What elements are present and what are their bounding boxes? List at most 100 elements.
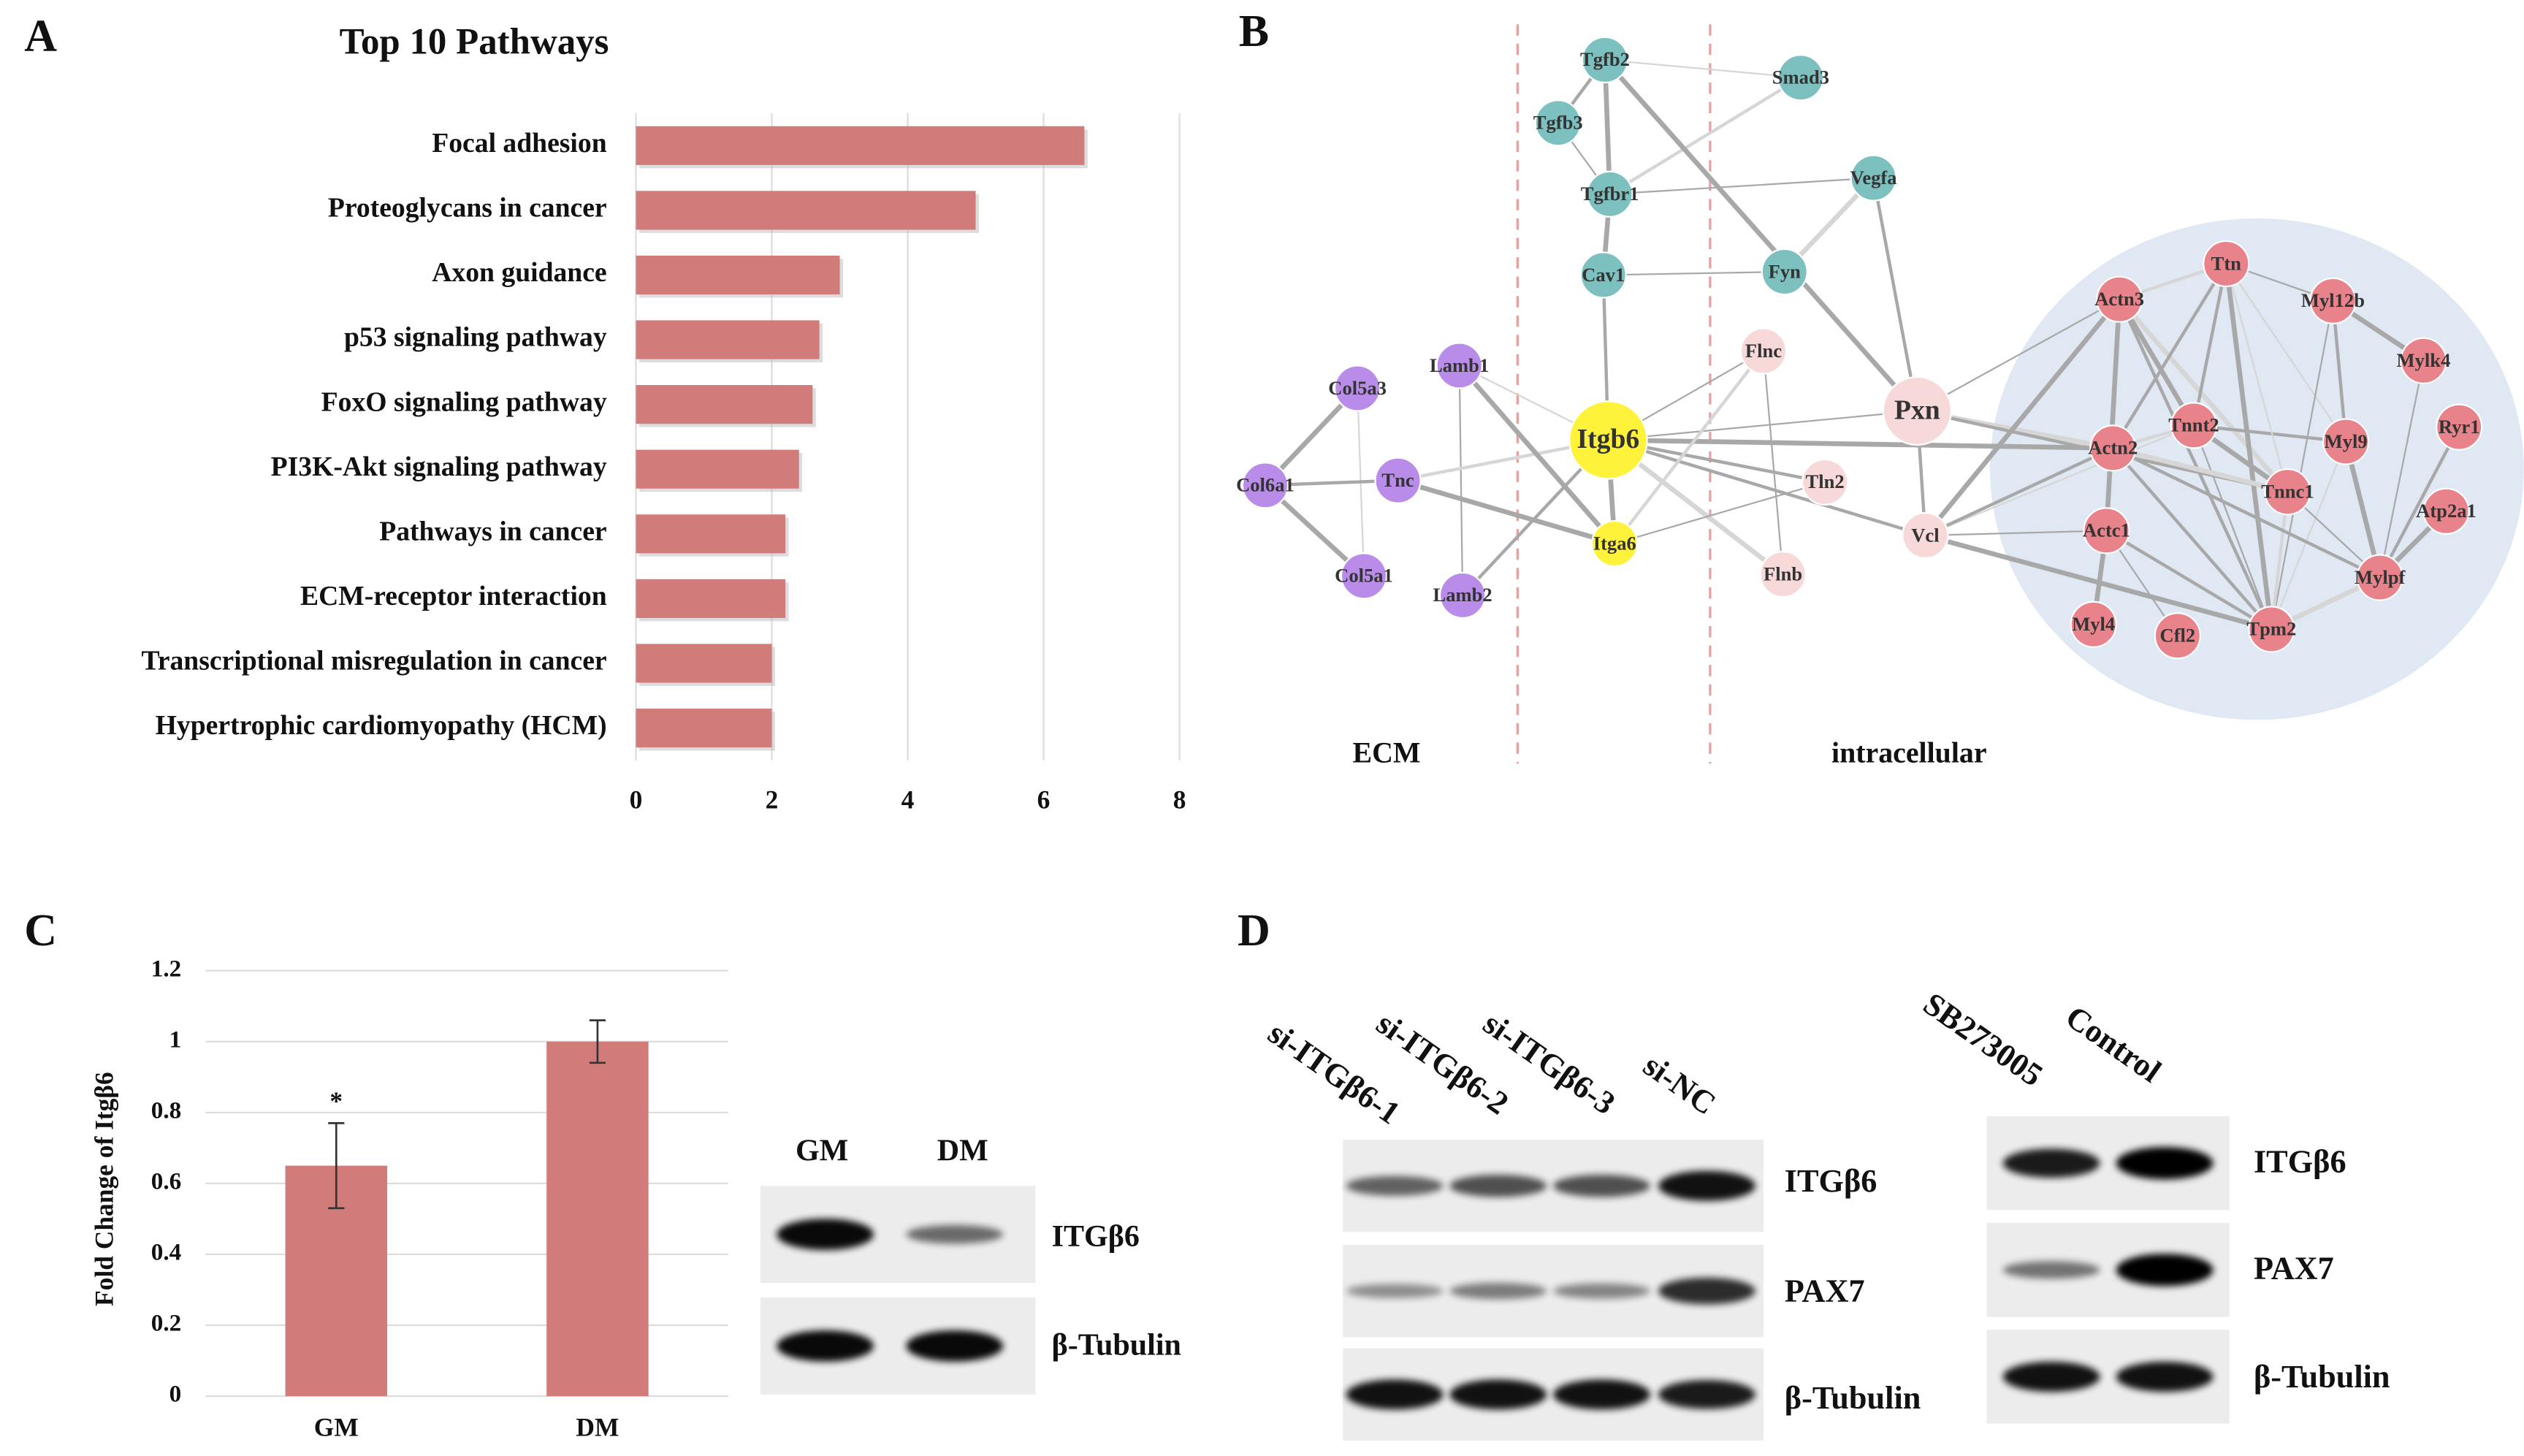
node (2170, 402, 2218, 449)
y-tick-label: 1.2 (151, 955, 182, 982)
node (2264, 468, 2311, 516)
edge (1608, 410, 1918, 441)
node-label: Mylk4 (2397, 349, 2451, 371)
edge (1925, 424, 2195, 537)
blot-band (2002, 1361, 2100, 1392)
edge (1924, 446, 2114, 537)
node (1581, 36, 1629, 84)
lane-label: si-NC (1637, 1047, 1723, 1121)
node (2089, 424, 2137, 472)
edge (2104, 299, 2122, 531)
bar (636, 385, 813, 424)
blot-band (2116, 1361, 2214, 1392)
edge (2378, 426, 2461, 579)
y-tick-label: ECM-receptor interaction (300, 581, 607, 611)
edge (1604, 58, 1802, 79)
node (2154, 612, 2201, 660)
blot-band (2116, 1147, 2214, 1180)
edge (1457, 364, 1617, 546)
y-tick-label: 0.4 (151, 1239, 182, 1266)
node (1777, 54, 1825, 102)
node (1802, 458, 1849, 506)
edge (1613, 350, 1765, 545)
edge (2331, 300, 2348, 442)
blot-band (1553, 1283, 1650, 1299)
y-tick-label: Proteoglycans in cancer (328, 193, 607, 224)
edge (1872, 178, 1919, 411)
blot-band (1658, 1380, 1755, 1409)
node-label: Actn2 (2088, 437, 2138, 459)
lane-label: Control (2059, 999, 2167, 1089)
row-label: β-Tubulin (1785, 1380, 1921, 1416)
edge (1614, 481, 1826, 545)
edge (2225, 263, 2347, 443)
row-label: β-Tubulin (1052, 1328, 1181, 1362)
node-label: Actn3 (2094, 288, 2144, 310)
edge (2117, 297, 2196, 427)
bar (636, 644, 772, 683)
node (2422, 487, 2470, 535)
row-label: PAX7 (2254, 1251, 2334, 1287)
x-tick-label: 6 (1037, 785, 1051, 814)
node (1591, 519, 1639, 568)
blot-band (1449, 1282, 1547, 1300)
node-label: Pxn (1894, 395, 1940, 425)
lane-label: SB273005 (1917, 986, 2049, 1093)
blot-band (2116, 1254, 2214, 1287)
node-label: Fyn (1769, 260, 1802, 282)
chart-title: Top 10 Pathways (340, 22, 609, 63)
node-label: Itgb6 (1577, 424, 1640, 454)
x-tick-label: GM (314, 1413, 359, 1442)
node (2356, 554, 2403, 601)
bar (636, 255, 840, 295)
edge (2271, 300, 2334, 630)
lane-label: GM (796, 1135, 848, 1168)
node (2248, 606, 2295, 653)
y-axis-label: Fold Change of Itgβ6 (90, 1072, 119, 1306)
node (1739, 327, 1788, 375)
node-label: Col6a1 (1236, 474, 1295, 496)
node-label: Ryr1 (2439, 416, 2480, 438)
node-label: Flnb (1764, 563, 1802, 584)
blot-band (777, 1219, 874, 1250)
blot-band (1553, 1379, 1650, 1410)
blot-band (906, 1224, 1004, 1244)
edge (2192, 425, 2273, 630)
node-label: Cfl2 (2160, 625, 2196, 647)
region-label: ECM (1353, 736, 1421, 769)
edge (2225, 263, 2289, 492)
node (2096, 275, 2143, 323)
panel-letter: C (24, 906, 57, 956)
node-label: Lamb2 (1433, 584, 1492, 606)
blot-band (1346, 1379, 1444, 1410)
bar (636, 449, 799, 489)
node-label: Actc1 (2083, 519, 2130, 541)
node (2083, 507, 2130, 554)
node (1374, 457, 1422, 504)
edge (1397, 478, 1616, 546)
node-label: Smad3 (1772, 66, 1829, 88)
edge (2117, 297, 2289, 494)
bar (636, 579, 786, 618)
node-label: Tgfb3 (1533, 112, 1583, 134)
edge (1923, 297, 2121, 538)
node (1436, 342, 1483, 389)
blot-band (777, 1330, 874, 1362)
node-label: Tgfb2 (1580, 48, 1630, 70)
node-label: Tnc (1381, 469, 1414, 491)
node (1761, 248, 1808, 296)
row-label: PAX7 (1785, 1273, 1865, 1309)
node (1850, 154, 1897, 202)
edge (2379, 360, 2425, 578)
row-label: ITGβ6 (2254, 1144, 2346, 1180)
node-label: Tln2 (1806, 470, 1845, 492)
node-label: Atp2a1 (2416, 500, 2477, 522)
edge (1762, 351, 1784, 575)
node-label: Tnnc1 (2261, 480, 2314, 502)
row-label: β-Tubulin (2254, 1359, 2390, 1395)
edge (1925, 530, 2107, 537)
y-tick-label: 0 (169, 1381, 182, 1408)
y-tick-label: PI3K-Akt signaling pathway (271, 451, 607, 482)
node-label: Lamb1 (1430, 354, 1489, 376)
y-tick-label: 0.2 (151, 1310, 182, 1337)
